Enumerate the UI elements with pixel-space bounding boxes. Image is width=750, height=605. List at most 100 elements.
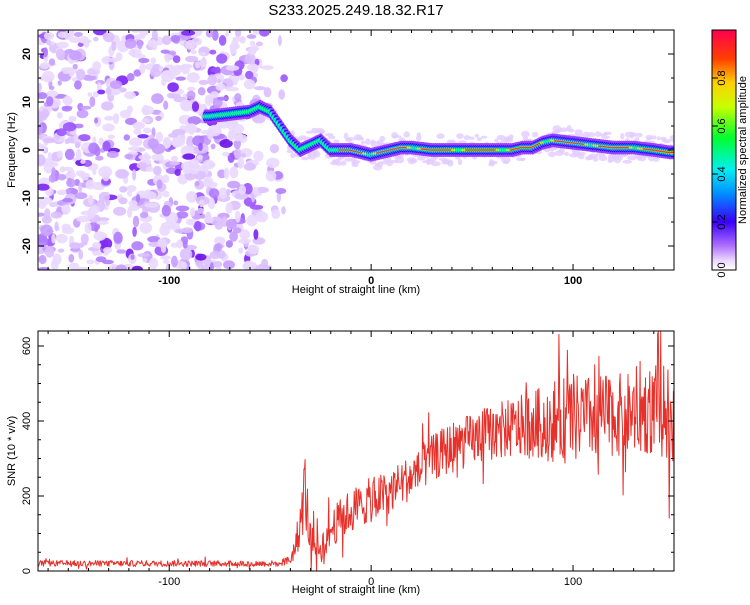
spectrogram-noise-blob — [123, 134, 130, 141]
spectrogram-noise-blob — [113, 206, 127, 216]
colorbar-gradient — [711, 29, 737, 271]
spectrogram-noise-blob — [80, 105, 92, 110]
spectrogram-noise-blob — [77, 42, 84, 47]
spectrogram-noise-blob — [55, 48, 66, 61]
spectrogram-noise-blob — [223, 260, 235, 270]
chart-title: S233.2025.249.18.32.R17 — [268, 2, 443, 19]
spectrogram-noise-blob — [252, 30, 261, 36]
spectrogram-noise-blob — [150, 57, 157, 64]
spectrogram-noise-blob — [57, 174, 67, 181]
spectrogram-noise-blob — [102, 123, 115, 132]
spectrogram-noise-blob — [215, 266, 222, 270]
spectrogram-halo-blob — [410, 158, 418, 164]
spectrogram-halo-blob — [457, 158, 463, 166]
spectrogram-noise-blob — [132, 215, 140, 228]
spectrogram-noise-blob — [88, 194, 94, 206]
x-tick-label: -100 — [158, 576, 180, 588]
spectrogram-halo-blob — [494, 138, 499, 143]
spectrogram-noise-blob — [57, 31, 67, 38]
spectrogram-halo-blob — [480, 135, 488, 139]
spectrogram-noise-blob — [126, 190, 132, 197]
spectrogram-noise-blob — [238, 247, 244, 254]
spectrogram-noise-blob — [253, 186, 259, 196]
spectrogram-noise-blob — [137, 134, 149, 139]
y-tick-label: 20 — [21, 48, 33, 60]
spectrogram-noise-blob — [148, 257, 159, 270]
spectrogram-noise-blob — [68, 262, 80, 270]
spectrogram-noise-blob — [185, 218, 197, 226]
spectrogram-noise-blob — [65, 188, 72, 194]
spectrogram-noise-blob — [142, 258, 148, 263]
spectrogram-noise-blob — [136, 162, 148, 169]
spectrogram-noise-blob — [147, 39, 158, 48]
spectrogram-noise-blob — [176, 239, 183, 249]
spectrogram-noise-blob — [129, 137, 143, 147]
spectrogram-noise-blob — [124, 91, 136, 100]
spectrogram-noise-blob — [143, 152, 150, 163]
spectrogram-noise-blob — [94, 224, 99, 233]
spectrogram-noise-blob — [59, 166, 66, 173]
spectrogram-noise-blob — [249, 40, 256, 46]
colorbar-tick-label: 0.0 — [716, 262, 728, 277]
spectrogram-noise-blob — [139, 222, 153, 234]
spectrogram-halo-blob — [436, 133, 445, 139]
spectrogram-noise-blob — [218, 187, 228, 200]
spectrogram-noise-blob — [64, 138, 70, 144]
spectrogram-noise-blob — [278, 89, 286, 100]
spectrogram-noise-blob — [247, 47, 257, 56]
spectrogram-noise-blob — [253, 150, 264, 162]
spectrogram-halo-blob — [308, 155, 317, 160]
spectrogram-noise-blob — [234, 93, 242, 102]
spectrogram-noise-blob — [106, 150, 119, 159]
colorbar: 0.0 0.2 0.4 0.6 0.8 Normalized spectral ampl… — [711, 29, 749, 278]
spectrogram-noise-blob — [197, 207, 204, 214]
spectrogram-halo-blob — [318, 129, 326, 135]
spectrogram-noise-blob — [280, 74, 288, 83]
spectrogram-noise-blob — [56, 189, 67, 196]
spectrogram-noise-blob — [217, 78, 222, 84]
spectrogram-noise-blob — [213, 261, 223, 268]
spectrogram-noise-blob — [46, 90, 58, 98]
spectrogram-noise-blob — [47, 152, 52, 161]
snr-series-line — [38, 331, 674, 571]
spectrogram-noise-blob — [62, 197, 73, 203]
spectrogram-noise-blob — [144, 202, 159, 208]
spectrogram-noise-blob — [56, 233, 68, 244]
spectrogram-noise-blob — [222, 151, 230, 157]
spectrogram-noise-blob — [237, 156, 244, 169]
spectrogram-noise-blob — [256, 263, 270, 270]
spectrogram-noise-blob — [40, 224, 53, 237]
spectrogram-noise-blob — [57, 248, 65, 253]
spectrogram-noise-blob — [95, 256, 107, 263]
spectrogram-noise-blob — [86, 259, 95, 265]
x-tick-label: 0 — [368, 275, 374, 287]
spectrogram-halo-blob — [531, 131, 539, 138]
spectrogram-noise-blob — [238, 238, 251, 244]
spectrogram-noise-blob — [61, 204, 71, 215]
spectrogram-halo-blob — [558, 147, 565, 154]
spectrogram-noise-blob — [38, 82, 42, 92]
spectrogram-noise-blob — [176, 211, 189, 219]
colorbar-label: Normalized spectral amplitude — [737, 76, 749, 224]
spectrogram-noise-blob — [151, 153, 164, 161]
spectrogram-halo-blob — [351, 159, 361, 164]
spectrogram-noise-blob — [281, 206, 286, 215]
spectrogram-noise-blob — [78, 134, 91, 142]
y-tick-label: 0 — [21, 147, 33, 153]
spectrogram-halo-blob — [620, 133, 625, 140]
spectrogram-halo-blob — [474, 133, 480, 138]
spectrogram-noise-blob — [261, 65, 274, 70]
spectrogram-noise-blob — [73, 32, 83, 37]
spectrogram-noise-blob — [225, 30, 230, 37]
spectrogram-x-axis-label: Height of straight line (km) — [292, 284, 420, 296]
spectrogram-halo-blob — [360, 140, 366, 145]
spectrogram-noise-blob — [250, 204, 264, 210]
spectrogram-noise-blob — [50, 259, 59, 270]
spectrogram-noise-blob — [57, 80, 62, 86]
spectrogram-noise-blob — [141, 105, 154, 115]
spectrogram-noise-blob — [266, 157, 280, 168]
spectrogram-noise-blob — [68, 253, 75, 263]
spectrogram-noise-blob — [61, 227, 75, 235]
